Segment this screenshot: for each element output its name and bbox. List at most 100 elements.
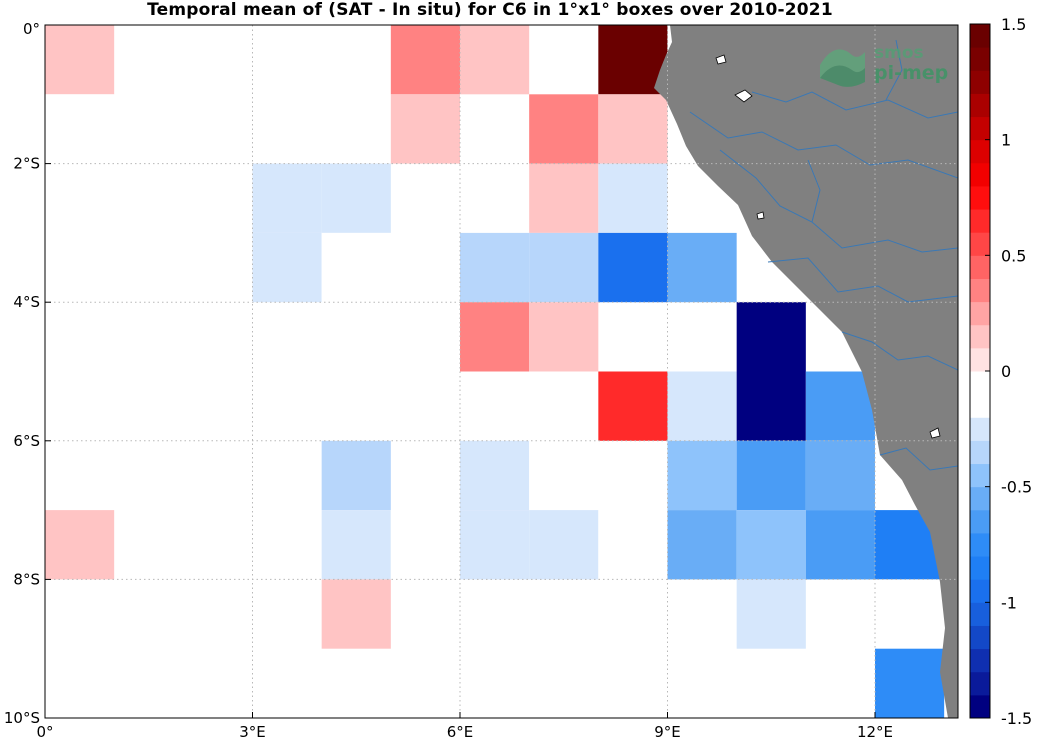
colorbar-step	[970, 255, 990, 279]
x-axis-ticks: 0° 3°E 6°E 9°E 12°E	[36, 712, 893, 740]
colorbar-step	[970, 47, 990, 71]
heatmap-cell	[667, 440, 737, 511]
heatmap-cell	[321, 510, 391, 580]
colorbar-tick-label: -0.5	[1001, 478, 1032, 497]
heatmap-cell	[321, 440, 391, 511]
heatmap-cell	[45, 510, 115, 580]
heatmap-cell	[598, 648, 668, 718]
heatmap-cells	[45, 25, 945, 718]
plot-frame	[44, 24, 959, 719]
colorbar-step	[970, 556, 990, 580]
heatmap-cell	[598, 371, 668, 441]
heatmap-cell	[667, 371, 737, 441]
heatmap-cell	[183, 440, 253, 511]
heatmap-cell	[529, 163, 599, 233]
colorbar-step	[970, 24, 990, 48]
map-plot-area: smos pi-mep	[45, 25, 958, 718]
heatmap-cell	[598, 232, 668, 303]
heatmap-cell	[45, 25, 115, 95]
colorbar-step	[970, 579, 990, 603]
y-tick-label: 0°	[23, 20, 40, 38]
colorbar-step	[970, 417, 990, 441]
colorbar-tick-label: 0	[1001, 362, 1011, 381]
heatmap-cell	[667, 648, 737, 718]
heatmap-cell	[321, 232, 391, 303]
heatmap-cell	[460, 510, 530, 580]
heatmap-cell	[875, 579, 945, 649]
colorbar-step	[970, 671, 990, 696]
map-title: Temporal mean of (SAT - In situ) for C6 …	[147, 0, 833, 20]
logo-line2: pi-mep	[874, 62, 948, 84]
colorbar-step	[970, 532, 990, 557]
heatmap-cell	[736, 440, 806, 511]
colorbar-tick-label: -1.5	[1001, 709, 1032, 728]
colorbar-step	[970, 209, 990, 233]
heatmap-cell	[321, 579, 391, 649]
heatmap-cell	[598, 94, 668, 164]
heatmap-cell	[529, 440, 599, 511]
colorbar-tick-label: 1.5	[1001, 15, 1026, 34]
y-axis-ticks: 0° 2°S 4°S 6°S 8°S 10°S	[4, 20, 51, 727]
heatmap-cell	[598, 510, 668, 580]
heatmap-cell	[667, 232, 737, 303]
colorbar-step	[970, 116, 990, 141]
heatmap-cell	[460, 440, 530, 511]
colorbar-step	[970, 301, 990, 326]
grid-lines	[45, 25, 958, 718]
x-tick-label: 12°E	[857, 723, 893, 740]
logo-line1: smos	[874, 43, 924, 63]
colorbar-step	[970, 602, 990, 626]
heatmap-cell	[805, 510, 875, 580]
colorbar-step	[970, 278, 990, 303]
colorbar-step	[970, 440, 990, 465]
heatmap-cell	[321, 302, 391, 372]
heatmap-cell	[736, 510, 806, 580]
colorbar-step	[970, 463, 990, 488]
colorbar-step	[970, 486, 990, 511]
heatmap-cell	[183, 25, 253, 95]
heatmap-cell	[875, 648, 945, 718]
heatmap-cell	[390, 94, 460, 164]
x-tick-label: 9°E	[654, 723, 681, 740]
heatmap-cell	[529, 94, 599, 164]
heatmap-cell	[805, 440, 875, 511]
colorbar-step	[970, 371, 990, 395]
land-mass	[654, 25, 958, 718]
smos-pimep-logo: smos pi-mep	[820, 43, 948, 87]
colorbar-step	[970, 324, 990, 349]
heatmap-cell	[321, 163, 391, 233]
y-tick-label: 10°S	[4, 709, 40, 727]
colorbar-tick-label: -1	[1001, 593, 1017, 612]
heatmap-cell	[183, 163, 253, 233]
colorbar-step	[970, 694, 990, 719]
heatmap-cell	[736, 302, 806, 372]
colorbar-step	[970, 185, 990, 210]
heatmap-cell	[252, 94, 322, 164]
heatmap-cell	[460, 232, 530, 303]
y-tick-label: 2°S	[13, 155, 40, 173]
heatmap-cell	[667, 510, 737, 580]
colorbar-step	[970, 648, 990, 673]
colorbar-step	[970, 70, 990, 94]
colorbar-step	[970, 162, 990, 187]
colorbar-tick-label: 0.5	[1001, 246, 1026, 265]
colorbar-step	[970, 93, 990, 118]
heatmap-cell	[598, 163, 668, 233]
heatmap-cell	[529, 302, 599, 372]
colorbar-step	[970, 232, 990, 256]
heatmap-cell	[390, 25, 460, 95]
heatmap-cell	[252, 163, 322, 233]
heatmap-cell	[805, 371, 875, 441]
coastline-islands	[715, 54, 941, 439]
heatmap-cell	[390, 510, 460, 580]
heatmap-cell	[529, 510, 599, 580]
heatmap-cell	[460, 25, 530, 95]
colorbar-tick-label: 1	[1001, 131, 1011, 150]
heatmap-cell	[252, 232, 322, 303]
colorbar-step	[970, 347, 990, 372]
y-tick-label: 4°S	[13, 293, 40, 311]
colorbar-step	[970, 509, 990, 534]
rivers	[689, 39, 958, 471]
heatmap-cell	[529, 232, 599, 303]
